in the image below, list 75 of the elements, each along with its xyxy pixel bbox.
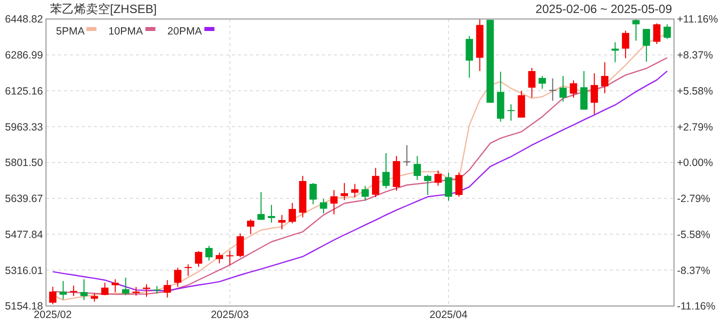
y2-tick-label: -11.16% [677, 300, 716, 313]
candlestick [226, 250, 234, 266]
y-tick-label: 5963.33 [5, 121, 44, 134]
y-tick-label: 5477.84 [5, 228, 44, 241]
candlestick [80, 278, 88, 301]
candlestick [444, 172, 452, 202]
x-tick-label: 2025/04 [430, 309, 468, 320]
candlestick [330, 190, 338, 215]
candlestick [414, 155, 421, 180]
legend-label: 20PMA [167, 26, 202, 38]
x-tick-label: 2025/03 [210, 309, 249, 320]
candlestick [403, 144, 411, 166]
candlestick [174, 267, 182, 288]
candlestick [184, 264, 192, 276]
candlestick [559, 75, 567, 102]
y-tick-label: 6448.82 [5, 14, 44, 26]
candlestick [205, 245, 213, 262]
candlestick [455, 172, 463, 198]
candlestick [642, 28, 650, 62]
candlestick [194, 250, 202, 268]
candlestick [320, 198, 328, 214]
candlestick [247, 218, 254, 234]
candlestick [653, 22, 660, 45]
y2-tick-label: -2.79% [677, 193, 710, 206]
candlestick [612, 42, 619, 63]
y-tick-label: 5316.01 [5, 264, 44, 277]
candlestick [60, 280, 67, 300]
candlestick [664, 24, 671, 40]
candlestick [590, 72, 598, 115]
candlestick [632, 18, 640, 42]
y2-tick-label: -8.37% [677, 264, 710, 277]
candlestick [351, 183, 358, 198]
y-tick-label: 6286.99 [5, 50, 44, 62]
candlestick [372, 167, 380, 198]
chart-title: 苯乙烯卖空[ZHSEB] [50, 2, 157, 16]
candlestick [549, 78, 556, 102]
candlestick [466, 36, 473, 78]
y-tick-label: 5801.50 [5, 157, 44, 170]
candlestick [49, 286, 56, 305]
y-tick-label: 6125.16 [5, 85, 44, 98]
y2-tick-label: +5.58% [677, 85, 713, 98]
candlestick [382, 152, 390, 189]
candlestick [507, 104, 515, 122]
candlestick [268, 204, 276, 224]
x-tick-label: 2025/02 [34, 309, 72, 320]
y2-tick-label: -5.58% [677, 228, 710, 241]
candlestick [580, 70, 588, 110]
candlestick [362, 185, 369, 202]
candlestick [288, 202, 296, 224]
candlestick [601, 62, 608, 94]
candlestick [518, 90, 526, 118]
candlestick [164, 280, 171, 298]
candlestick [570, 80, 578, 98]
y-tick-label: 5639.67 [5, 193, 44, 206]
candlestick [309, 182, 317, 205]
y2-tick-label: +0.00% [677, 157, 713, 170]
candlestick [257, 192, 265, 220]
candlestick [340, 182, 348, 201]
candlestick [216, 252, 224, 264]
candlestick [278, 214, 286, 230]
candlestick [528, 67, 536, 98]
chart-subtitle: 2025-02-06 ~ 2025-05-09 [536, 2, 672, 16]
legend-label: 5PMA [56, 26, 85, 38]
candlestick [142, 284, 150, 298]
y2-tick-label: +8.37% [677, 50, 713, 62]
candlestick [424, 174, 432, 196]
y2-tick-label: +2.79% [677, 121, 713, 134]
candlestick [101, 282, 108, 296]
legend-label: 10PMA [108, 26, 143, 38]
candlestick [538, 75, 546, 90]
candlestick [122, 277, 130, 296]
y2-tick-label: +11.16% [677, 14, 718, 26]
candlestick [622, 30, 630, 59]
candlestick [236, 232, 244, 258]
candlestick [434, 170, 442, 186]
